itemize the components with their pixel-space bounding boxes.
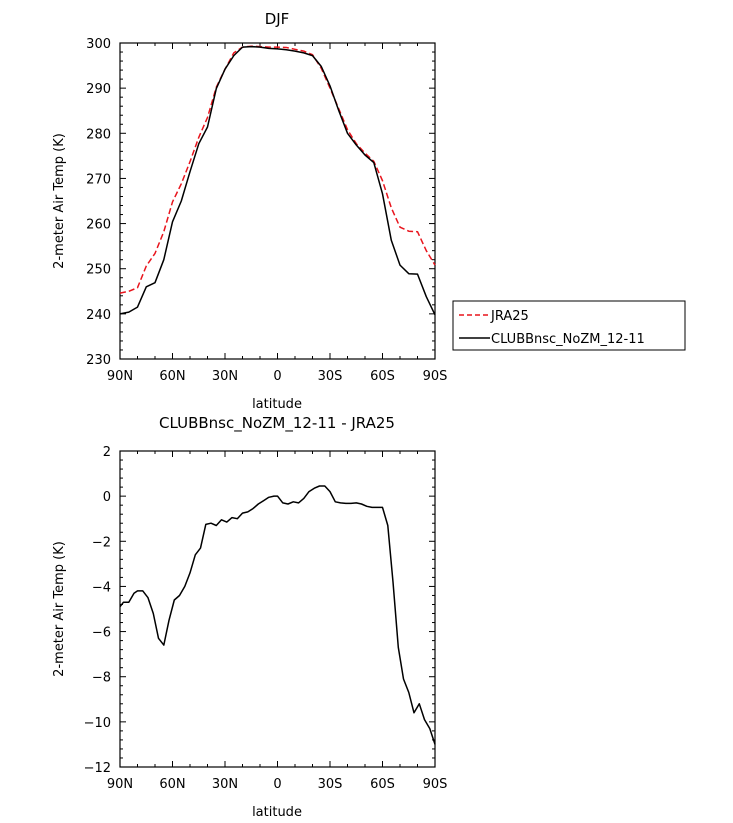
x-tick-label: 30S xyxy=(318,777,343,792)
x-tick-label: 60S xyxy=(370,777,395,792)
y-tick-label: 290 xyxy=(86,82,111,97)
bottom-plot-frame xyxy=(119,450,436,768)
y-tick-label: 240 xyxy=(86,308,111,323)
bottom-y-axis-label: 2-meter Air Temp (K) xyxy=(52,541,67,677)
y-tick-label: 280 xyxy=(86,127,111,142)
bottom-x-axis-label: latitude xyxy=(252,805,302,820)
top-chart-title: DJF xyxy=(265,10,290,28)
x-tick-label: 0 xyxy=(273,369,281,384)
difference-chart: CLUBBnsc_NoZM_12-11 - JRA25 90N 60N 30N 0 30… xyxy=(52,414,447,820)
y-tick-label: −10 xyxy=(84,716,111,731)
y-tick-label: 2 xyxy=(103,445,111,460)
x-tick-label: 60N xyxy=(159,777,185,792)
y-tick-label: 230 xyxy=(86,353,111,368)
y-tick-label: −6 xyxy=(92,626,111,641)
top-x-axis-label: latitude xyxy=(252,397,302,412)
x-tick-label: 90S xyxy=(423,777,448,792)
y-tick-label: 300 xyxy=(86,37,111,52)
clubbnsc-nozm-12-11-series-line xyxy=(119,45,436,316)
legend-box xyxy=(452,300,686,351)
top-y-tick-labels: 230 240 250 260 270 280 290 300 xyxy=(86,37,111,368)
difference-series-line xyxy=(119,485,436,745)
x-tick-label: 60N xyxy=(159,369,185,384)
y-tick-label: −12 xyxy=(84,761,111,776)
y-tick-label: 0 xyxy=(103,490,111,505)
bottom-y-tick-labels: −12 −10 −8 −6 −4 −2 0 2 xyxy=(84,445,111,776)
y-tick-label: 270 xyxy=(86,172,111,187)
top-plot-frame xyxy=(119,42,436,360)
x-tick-label: 30N xyxy=(212,777,238,792)
top-series-lines xyxy=(119,45,436,316)
top-x-tick-labels: 90N 60N 30N 0 30S 60S 90S xyxy=(107,369,448,384)
y-tick-label: −4 xyxy=(92,580,111,595)
bottom-x-tick-labels: 90N 60N 30N 0 30S 60S 90S xyxy=(107,777,448,792)
jra25-series-line xyxy=(119,45,436,294)
x-tick-label: 60S xyxy=(370,369,395,384)
djf-temperature-chart: DJF 90N 60N 30N 0 30S 60S 90S 2302402502602702… xyxy=(52,10,686,412)
y-tick-label: −8 xyxy=(92,671,111,686)
x-tick-label: 90N xyxy=(107,777,133,792)
x-tick-label: 90N xyxy=(107,369,133,384)
top-y-axis-label: 2-meter Air Temp (K) xyxy=(52,133,67,269)
x-tick-label: 0 xyxy=(273,777,281,792)
y-tick-label: −2 xyxy=(92,535,111,550)
y-tick-label: 250 xyxy=(86,263,111,278)
legend-label-jra25: JRA25 xyxy=(490,309,529,324)
y-tick-label: 260 xyxy=(86,218,111,233)
x-tick-label: 30N xyxy=(212,369,238,384)
bottom-chart-title: CLUBBnsc_NoZM_12-11 - JRA25 xyxy=(159,414,395,433)
bottom-tick-marks xyxy=(119,450,436,768)
legend: JRA25 CLUBBnsc_NoZM_12-11 xyxy=(452,300,686,351)
legend-label-clubb: CLUBBnsc_NoZM_12-11 xyxy=(491,332,645,347)
x-tick-label: 90S xyxy=(423,369,448,384)
bottom-series-lines xyxy=(119,485,436,745)
top-tick-marks xyxy=(119,42,436,360)
x-tick-label: 30S xyxy=(318,369,343,384)
